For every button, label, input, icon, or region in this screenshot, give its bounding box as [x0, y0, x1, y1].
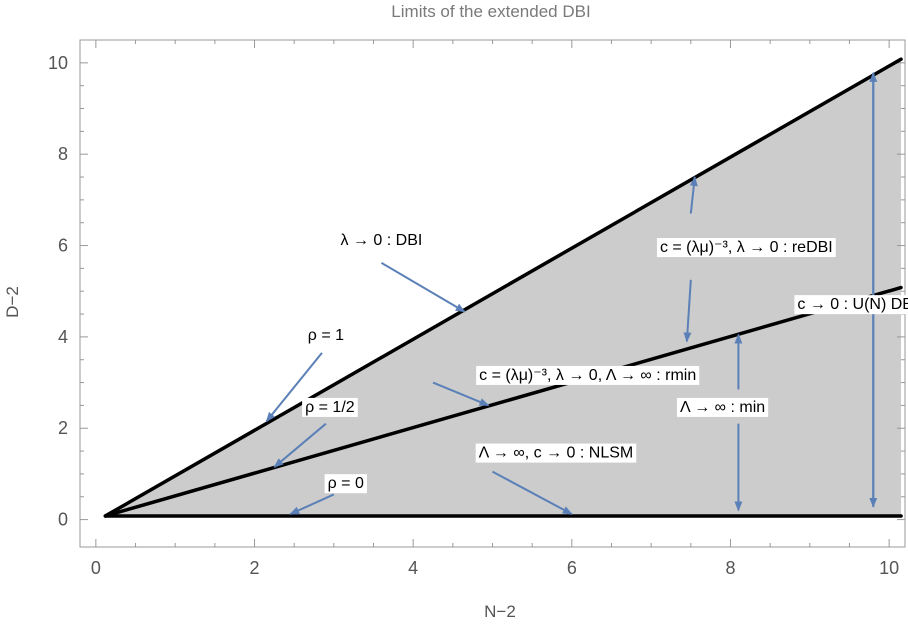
annotation-label: c = (λμ)⁻³, λ → 0, Λ → ∞ : rmin [479, 367, 696, 384]
annotation-label: ρ = 1/2 [305, 399, 355, 416]
annotation-background [304, 326, 348, 346]
annotation-arrow [432, 381, 490, 407]
y-tick-label: 2 [58, 418, 68, 438]
annotation-label: Λ → ∞, c → 0 : NLSM [479, 445, 634, 462]
annotation-arrow [689, 176, 698, 214]
annotation: ρ = 1/2 [302, 397, 358, 417]
y-tick-label: 8 [58, 144, 68, 164]
axis-ticks [80, 40, 905, 547]
y-tick-label: 4 [58, 327, 68, 347]
y-axis-label: D−2 [3, 286, 22, 318]
annotation-label: ρ = 0 [328, 475, 364, 492]
annotation-background [794, 295, 908, 315]
annotation-arrow [492, 470, 573, 515]
y-tick-label: 6 [58, 236, 68, 256]
annotation-background [302, 397, 358, 417]
annotation-background [475, 443, 637, 463]
annotation: c → 0 : U(N) DBI [794, 295, 908, 315]
annotation-arrow [289, 493, 335, 516]
annotation: ρ = 0 [324, 474, 367, 494]
y-tick-label: 10 [48, 53, 68, 73]
annotation-arrows [265, 71, 878, 516]
x-tick-label: 2 [250, 558, 260, 578]
boundary-line [103, 57, 903, 518]
annotation: Λ → ∞ : min [676, 397, 769, 417]
annotation-arrow [265, 352, 323, 423]
x-tick-label: 8 [725, 558, 735, 578]
axis-tick-labels: 0 2 4 6 8 10 0 2 4 6 8 10 [48, 53, 899, 578]
annotation-arrow [380, 262, 466, 313]
annotation-background [337, 231, 426, 251]
x-axis-label: N−2 [484, 602, 516, 621]
annotation-labels: λ → 0 : DBI ρ = 1 c = (λμ)⁻³, λ → 0, Λ → ∞… [302, 231, 908, 494]
boundary-lines [103, 57, 903, 518]
annotation: λ → 0 : DBI [337, 231, 426, 251]
annotation-arrow [273, 422, 327, 468]
x-tick-label: 0 [91, 558, 101, 578]
y-tick-label: 0 [58, 510, 68, 530]
annotation-background [656, 238, 836, 258]
plot-area: 0 2 4 6 8 10 0 2 4 6 8 10 λ → 0 : DBI ρ = 1 c = (λμ)⁻… [48, 39, 908, 578]
annotation-background [324, 474, 367, 494]
x-tick-label: 10 [879, 558, 899, 578]
annotation-label: ρ = 1 [308, 327, 344, 344]
annotation-label: Λ → ∞ : min [680, 399, 765, 416]
annotation: c = (λμ)⁻³, λ → 0 : reDBI [656, 238, 836, 258]
annotation-background [476, 365, 700, 385]
annotation-label: λ → 0 : DBI [341, 232, 423, 249]
chart-title: Limits of the extended DBI [391, 2, 590, 21]
annotation-label: c = (λμ)⁻³, λ → 0 : reDBI [660, 239, 833, 256]
annotation: c = (λμ)⁻³, λ → 0, Λ → ∞ : rmin [476, 365, 700, 385]
annotation-arrow [683, 279, 692, 343]
annotation-background [676, 397, 769, 417]
boundary-line [103, 285, 903, 518]
annotation: Λ → ∞, c → 0 : NLSM [475, 443, 637, 463]
annotation-label: c → 0 : U(N) DBI [797, 296, 908, 313]
x-tick-label: 4 [408, 558, 418, 578]
x-tick-label: 6 [567, 558, 577, 578]
annotation: ρ = 1 [304, 326, 348, 346]
